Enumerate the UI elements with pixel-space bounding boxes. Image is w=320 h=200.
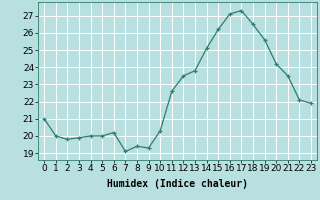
- X-axis label: Humidex (Indice chaleur): Humidex (Indice chaleur): [107, 179, 248, 189]
